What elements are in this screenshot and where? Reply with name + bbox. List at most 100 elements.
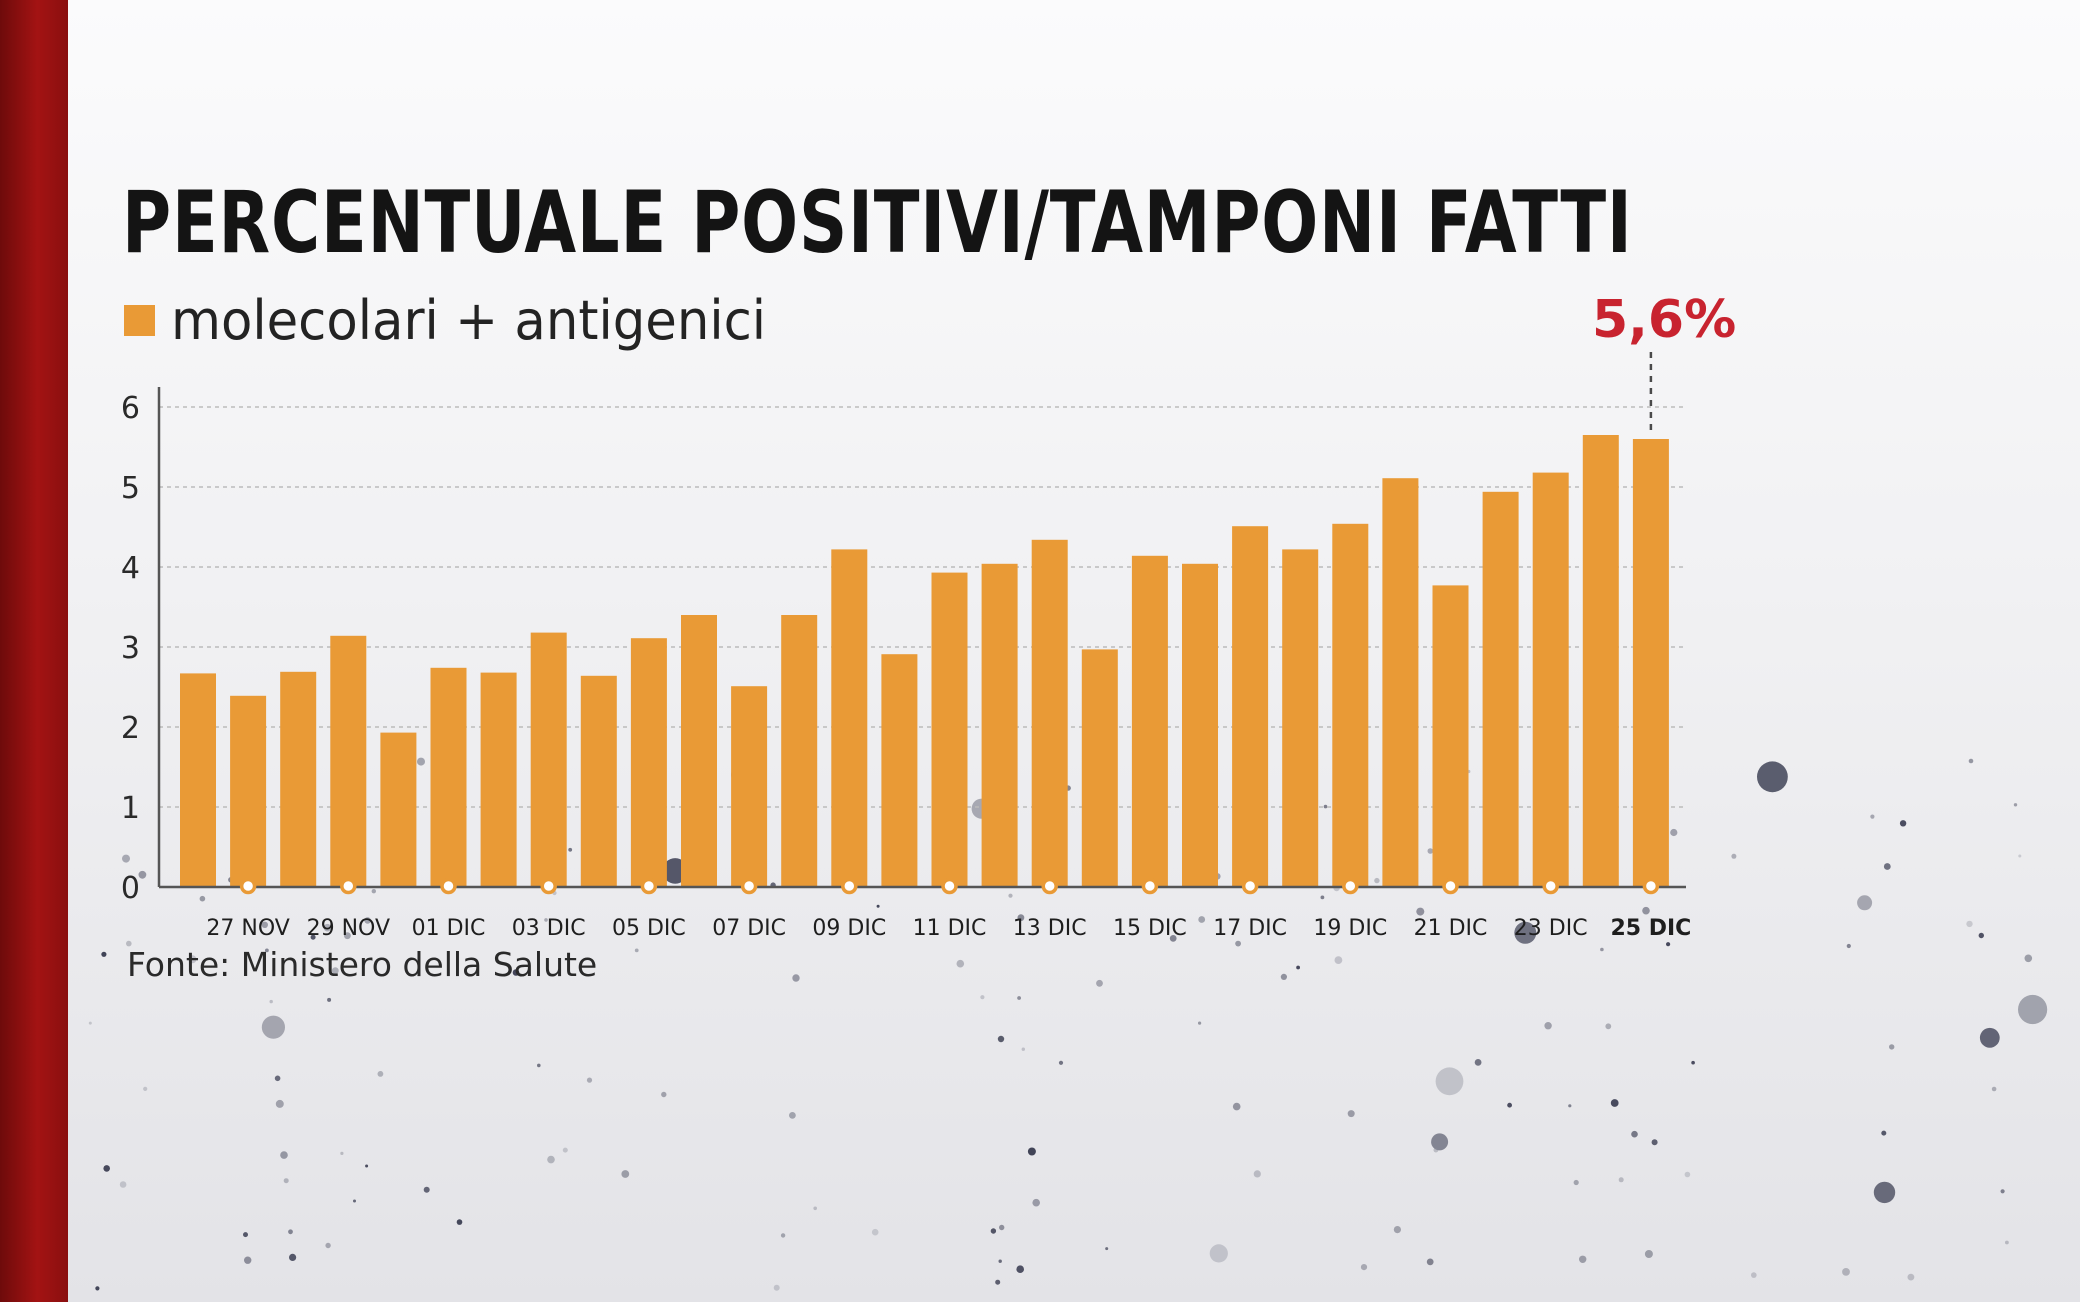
background-dot — [956, 959, 965, 968]
x-tick-label: 13 DIC — [1013, 916, 1087, 941]
background-dot — [2018, 994, 2048, 1025]
background-dot — [119, 1181, 127, 1188]
x-tick-marker — [440, 877, 457, 895]
x-tick-label: 29 NOV — [307, 916, 390, 941]
background-dot — [1846, 943, 1851, 949]
background-dot — [288, 1229, 293, 1235]
x-tick-label: 05 DIC — [612, 916, 686, 941]
background-dot — [634, 948, 639, 953]
background-dot — [2024, 954, 2033, 963]
background-dot — [1427, 848, 1434, 854]
background-dot — [1757, 761, 1788, 793]
background-dot — [143, 1086, 148, 1091]
background-dot — [1433, 1147, 1439, 1153]
legend: molecolari + antigenici — [124, 289, 797, 352]
background-dot — [995, 1279, 1001, 1285]
background-dot — [1691, 1060, 1695, 1065]
background-dot — [1684, 1171, 1691, 1178]
x-tick-label: 21 DIC — [1414, 916, 1488, 941]
background-dot — [780, 1233, 786, 1238]
x-tick-label: 11 DIC — [913, 916, 987, 941]
background-dot — [188, 955, 197, 964]
bar — [1332, 523, 1369, 887]
background-dot — [1017, 996, 1021, 1000]
background-dot — [1907, 1273, 1915, 1281]
background-dot — [1751, 1272, 1757, 1278]
bar — [1131, 555, 1168, 887]
x-tick-marker — [1642, 877, 1660, 895]
bar — [981, 563, 1018, 887]
background-dot — [1642, 906, 1650, 915]
bar — [731, 686, 768, 887]
background-dot — [1198, 1021, 1202, 1025]
background-dot — [562, 1147, 568, 1153]
y-tick-label: 1 — [121, 791, 140, 826]
side-band — [0, 0, 68, 1302]
background-dot — [998, 1259, 1002, 1263]
x-tick-label: 23 DIC — [1514, 916, 1588, 941]
bar — [530, 632, 567, 887]
x-tick-marker — [1342, 877, 1359, 895]
background-dot — [340, 1151, 344, 1155]
background-dot — [999, 1224, 1005, 1231]
background-dot — [1347, 1110, 1355, 1118]
x-tick-label: 07 DIC — [712, 916, 786, 941]
background-dot — [353, 1199, 356, 1203]
background-dot — [1105, 1247, 1109, 1251]
bar — [430, 667, 467, 887]
background-dot — [327, 997, 332, 1002]
background-dot — [1870, 814, 1875, 819]
background-dot — [547, 1155, 555, 1164]
background-dot — [512, 969, 520, 976]
background-dot — [261, 921, 268, 928]
background-dot — [1568, 1104, 1572, 1108]
background-dot — [2018, 854, 2022, 858]
background-dot — [1978, 932, 1985, 939]
bar — [630, 638, 667, 887]
background-dot — [1857, 895, 1873, 911]
background-dot — [621, 1170, 630, 1178]
bar — [1582, 435, 1619, 887]
background-dot — [1360, 1264, 1368, 1271]
background-dot — [1323, 804, 1328, 809]
background-dot — [1334, 956, 1343, 964]
background-dot — [1651, 1139, 1658, 1146]
x-tick-label: 01 DIC — [412, 916, 486, 941]
background-dot — [344, 932, 351, 940]
background-dot — [280, 1151, 288, 1159]
bar — [881, 654, 918, 887]
x-tick-label: 27 NOV — [206, 916, 289, 941]
bar — [1232, 526, 1269, 887]
x-tick-marker — [340, 877, 357, 895]
background-dot — [423, 1186, 430, 1193]
bar — [580, 675, 617, 887]
x-tick-label: 25 DIC — [1610, 916, 1691, 941]
background-dot — [1966, 920, 1973, 928]
bar — [230, 695, 267, 887]
background-dot — [243, 1232, 248, 1238]
y-tick-label: 5 — [121, 471, 140, 506]
background-dot — [138, 870, 147, 879]
background-dot — [126, 940, 132, 947]
background-dot — [265, 948, 269, 953]
background-dot — [2000, 1189, 2005, 1194]
background-dot — [1991, 1086, 1997, 1092]
background-dot — [323, 923, 332, 932]
x-tick-label: 15 DIC — [1113, 916, 1187, 941]
background-dot — [1253, 1170, 1261, 1178]
x-tick-marker — [1442, 877, 1459, 895]
background-dot — [417, 757, 425, 766]
x-tick-marker — [640, 877, 658, 895]
background-dot — [990, 1228, 997, 1234]
background-dot — [364, 917, 371, 924]
background-dot — [1032, 1198, 1040, 1207]
background-dot — [1968, 758, 1974, 764]
background-dot — [1169, 935, 1177, 942]
background-dot — [101, 951, 107, 957]
bar — [330, 635, 367, 887]
background-dot — [1514, 921, 1537, 944]
x-tick-label: 09 DIC — [812, 916, 886, 941]
bar — [1432, 585, 1469, 887]
